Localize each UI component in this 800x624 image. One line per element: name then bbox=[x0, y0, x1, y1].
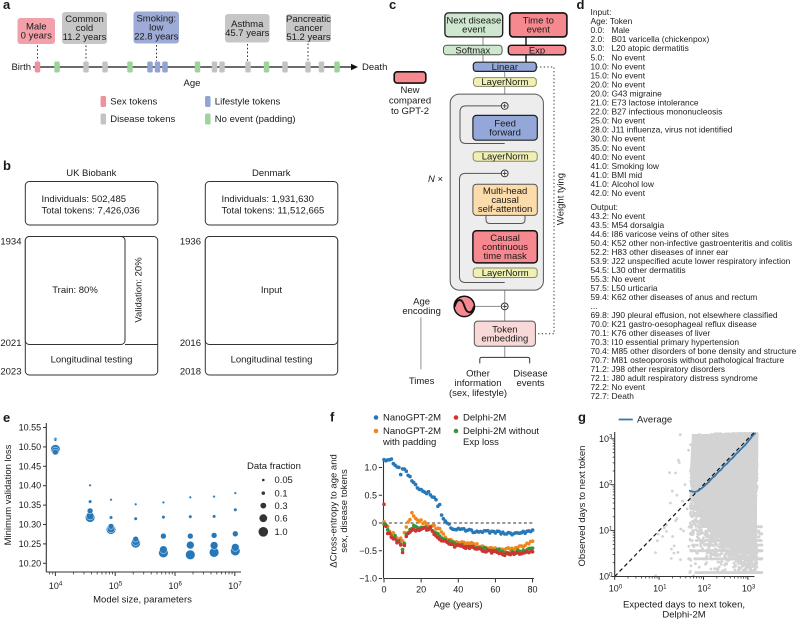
svg-text:e: e bbox=[3, 410, 10, 425]
svg-text:NanoGPT-2M: NanoGPT-2M bbox=[383, 413, 441, 424]
svg-text:59.4:K62 other diseases of anu: 59.4:K62 other diseases of anus and rect… bbox=[591, 292, 758, 302]
svg-text:22.8 years: 22.8 years bbox=[134, 32, 179, 43]
svg-text:Age (years): Age (years) bbox=[433, 600, 482, 611]
svg-text:42.0:No event: 42.0:No event bbox=[591, 188, 646, 198]
svg-text:Times: Times bbox=[409, 376, 435, 387]
svg-text:LayerNorm: LayerNorm bbox=[481, 77, 528, 88]
svg-text:Data fraction: Data fraction bbox=[247, 461, 301, 472]
svg-text:event: event bbox=[527, 25, 551, 36]
svg-text:Validation: 20%: Validation: 20% bbox=[134, 257, 145, 323]
svg-text:0.1: 0.1 bbox=[275, 487, 288, 498]
svg-text:a: a bbox=[3, 0, 11, 12]
svg-text:event: event bbox=[462, 25, 486, 36]
svg-text:1.0: 1.0 bbox=[364, 463, 377, 473]
svg-text:Longitudinal testing: Longitudinal testing bbox=[51, 355, 133, 366]
svg-text:(sex, lifestyle): (sex, lifestyle) bbox=[449, 388, 507, 399]
svg-text:Individuals: 502,485: Individuals: 502,485 bbox=[42, 194, 127, 205]
svg-text:Linear: Linear bbox=[492, 62, 518, 73]
svg-text:10.20: 10.20 bbox=[19, 558, 42, 568]
svg-text:Model size, parameters: Model size, parameters bbox=[93, 595, 192, 606]
svg-text:c: c bbox=[389, 0, 396, 12]
svg-text:72.7:Death: 72.7:Death bbox=[591, 391, 635, 401]
svg-text:self-attention: self-attention bbox=[478, 204, 532, 215]
svg-text:Individuals: 1,931,630: Individuals: 1,931,630 bbox=[222, 194, 314, 205]
svg-text:−1.0: −1.0 bbox=[359, 574, 377, 584]
svg-text:Minimum validation loss: Minimum validation loss bbox=[3, 444, 14, 545]
svg-text:10.35: 10.35 bbox=[19, 500, 42, 510]
svg-text:embedding: embedding bbox=[481, 333, 528, 344]
svg-text:11.2 years: 11.2 years bbox=[63, 32, 107, 43]
svg-text:time mask: time mask bbox=[483, 251, 527, 262]
svg-text:Denmark: Denmark bbox=[252, 168, 291, 179]
svg-text:0 years: 0 years bbox=[21, 31, 52, 42]
svg-text:ΔCross-entropy to age and: ΔCross-entropy to age and bbox=[329, 454, 340, 568]
svg-text:0.5: 0.5 bbox=[364, 490, 377, 500]
svg-text:Delphi-2M: Delphi-2M bbox=[463, 413, 506, 424]
svg-text:10.25: 10.25 bbox=[19, 539, 42, 549]
svg-text:f: f bbox=[330, 410, 335, 425]
svg-text:New: New bbox=[400, 85, 419, 96]
svg-text:NanoGPT-2M: NanoGPT-2M bbox=[383, 426, 441, 437]
svg-text:Average: Average bbox=[637, 415, 672, 426]
svg-text:10.45: 10.45 bbox=[19, 461, 42, 471]
svg-text:compared: compared bbox=[389, 96, 431, 107]
svg-text:0: 0 bbox=[381, 585, 386, 595]
svg-text:Lifestyle tokens: Lifestyle tokens bbox=[215, 97, 281, 108]
svg-text:20: 20 bbox=[416, 585, 426, 595]
svg-text:0.6: 0.6 bbox=[275, 512, 288, 523]
svg-text:Birth: Birth bbox=[11, 62, 31, 73]
svg-text:Total tokens: 7,426,036: Total tokens: 7,426,036 bbox=[42, 206, 140, 217]
svg-text:Softmax: Softmax bbox=[455, 45, 490, 56]
svg-text:Train: 80%: Train: 80% bbox=[52, 285, 98, 296]
svg-text:60: 60 bbox=[490, 585, 500, 595]
svg-text:N ×: N × bbox=[428, 174, 443, 185]
svg-text:Disease tokens: Disease tokens bbox=[110, 114, 175, 125]
svg-text:Exp: Exp bbox=[529, 45, 545, 56]
svg-text:Weight tying: Weight tying bbox=[556, 173, 567, 225]
svg-text:events: events bbox=[517, 378, 545, 389]
svg-text:Death: Death bbox=[362, 62, 387, 73]
svg-text:51.2 years: 51.2 years bbox=[286, 32, 331, 43]
svg-text:Longitudinal testing: Longitudinal testing bbox=[231, 355, 313, 366]
svg-text:0.3: 0.3 bbox=[275, 500, 288, 511]
svg-text:10.50: 10.50 bbox=[19, 442, 42, 452]
svg-text:Input: Input bbox=[261, 285, 282, 296]
svg-text:0: 0 bbox=[372, 518, 377, 528]
svg-text:g: g bbox=[578, 410, 586, 425]
svg-text:UK Biobank: UK Biobank bbox=[66, 168, 116, 179]
svg-text:forward: forward bbox=[489, 128, 521, 139]
svg-text:No event (padding): No event (padding) bbox=[215, 114, 296, 125]
svg-text:with padding: with padding bbox=[382, 437, 436, 448]
svg-text:2023: 2023 bbox=[0, 367, 21, 378]
svg-text:45.7 years: 45.7 years bbox=[225, 28, 270, 39]
svg-text:2021: 2021 bbox=[0, 338, 21, 349]
svg-text:10.40: 10.40 bbox=[19, 481, 42, 491]
svg-text:1936: 1936 bbox=[180, 237, 201, 248]
svg-text:−0.5: −0.5 bbox=[359, 546, 377, 556]
svg-text:Age: Age bbox=[184, 78, 201, 89]
svg-text:b: b bbox=[3, 158, 11, 173]
svg-text:10.30: 10.30 bbox=[19, 520, 42, 530]
svg-text:2018: 2018 bbox=[180, 367, 201, 378]
svg-text:40: 40 bbox=[453, 585, 463, 595]
svg-text:to GPT-2: to GPT-2 bbox=[391, 106, 429, 117]
svg-text:LayerNorm: LayerNorm bbox=[482, 268, 529, 279]
svg-text:d: d bbox=[577, 0, 585, 12]
svg-text:0.05: 0.05 bbox=[275, 474, 293, 485]
svg-text:Total tokens: 11,512,665: Total tokens: 11,512,665 bbox=[222, 206, 325, 217]
svg-text:10.55: 10.55 bbox=[19, 423, 42, 433]
svg-text:1934: 1934 bbox=[0, 237, 21, 248]
svg-text:Sex tokens: Sex tokens bbox=[110, 97, 157, 108]
svg-text:Exp loss: Exp loss bbox=[463, 437, 499, 448]
svg-text:2016: 2016 bbox=[180, 338, 201, 349]
svg-text:sex, disease tokens: sex, disease tokens bbox=[339, 469, 350, 553]
svg-text:encoding: encoding bbox=[402, 306, 441, 317]
svg-text:1.0: 1.0 bbox=[275, 526, 288, 537]
svg-text:80: 80 bbox=[528, 585, 538, 595]
svg-text:Delphi-2M without: Delphi-2M without bbox=[463, 426, 539, 437]
svg-text:LayerNorm: LayerNorm bbox=[482, 152, 529, 163]
